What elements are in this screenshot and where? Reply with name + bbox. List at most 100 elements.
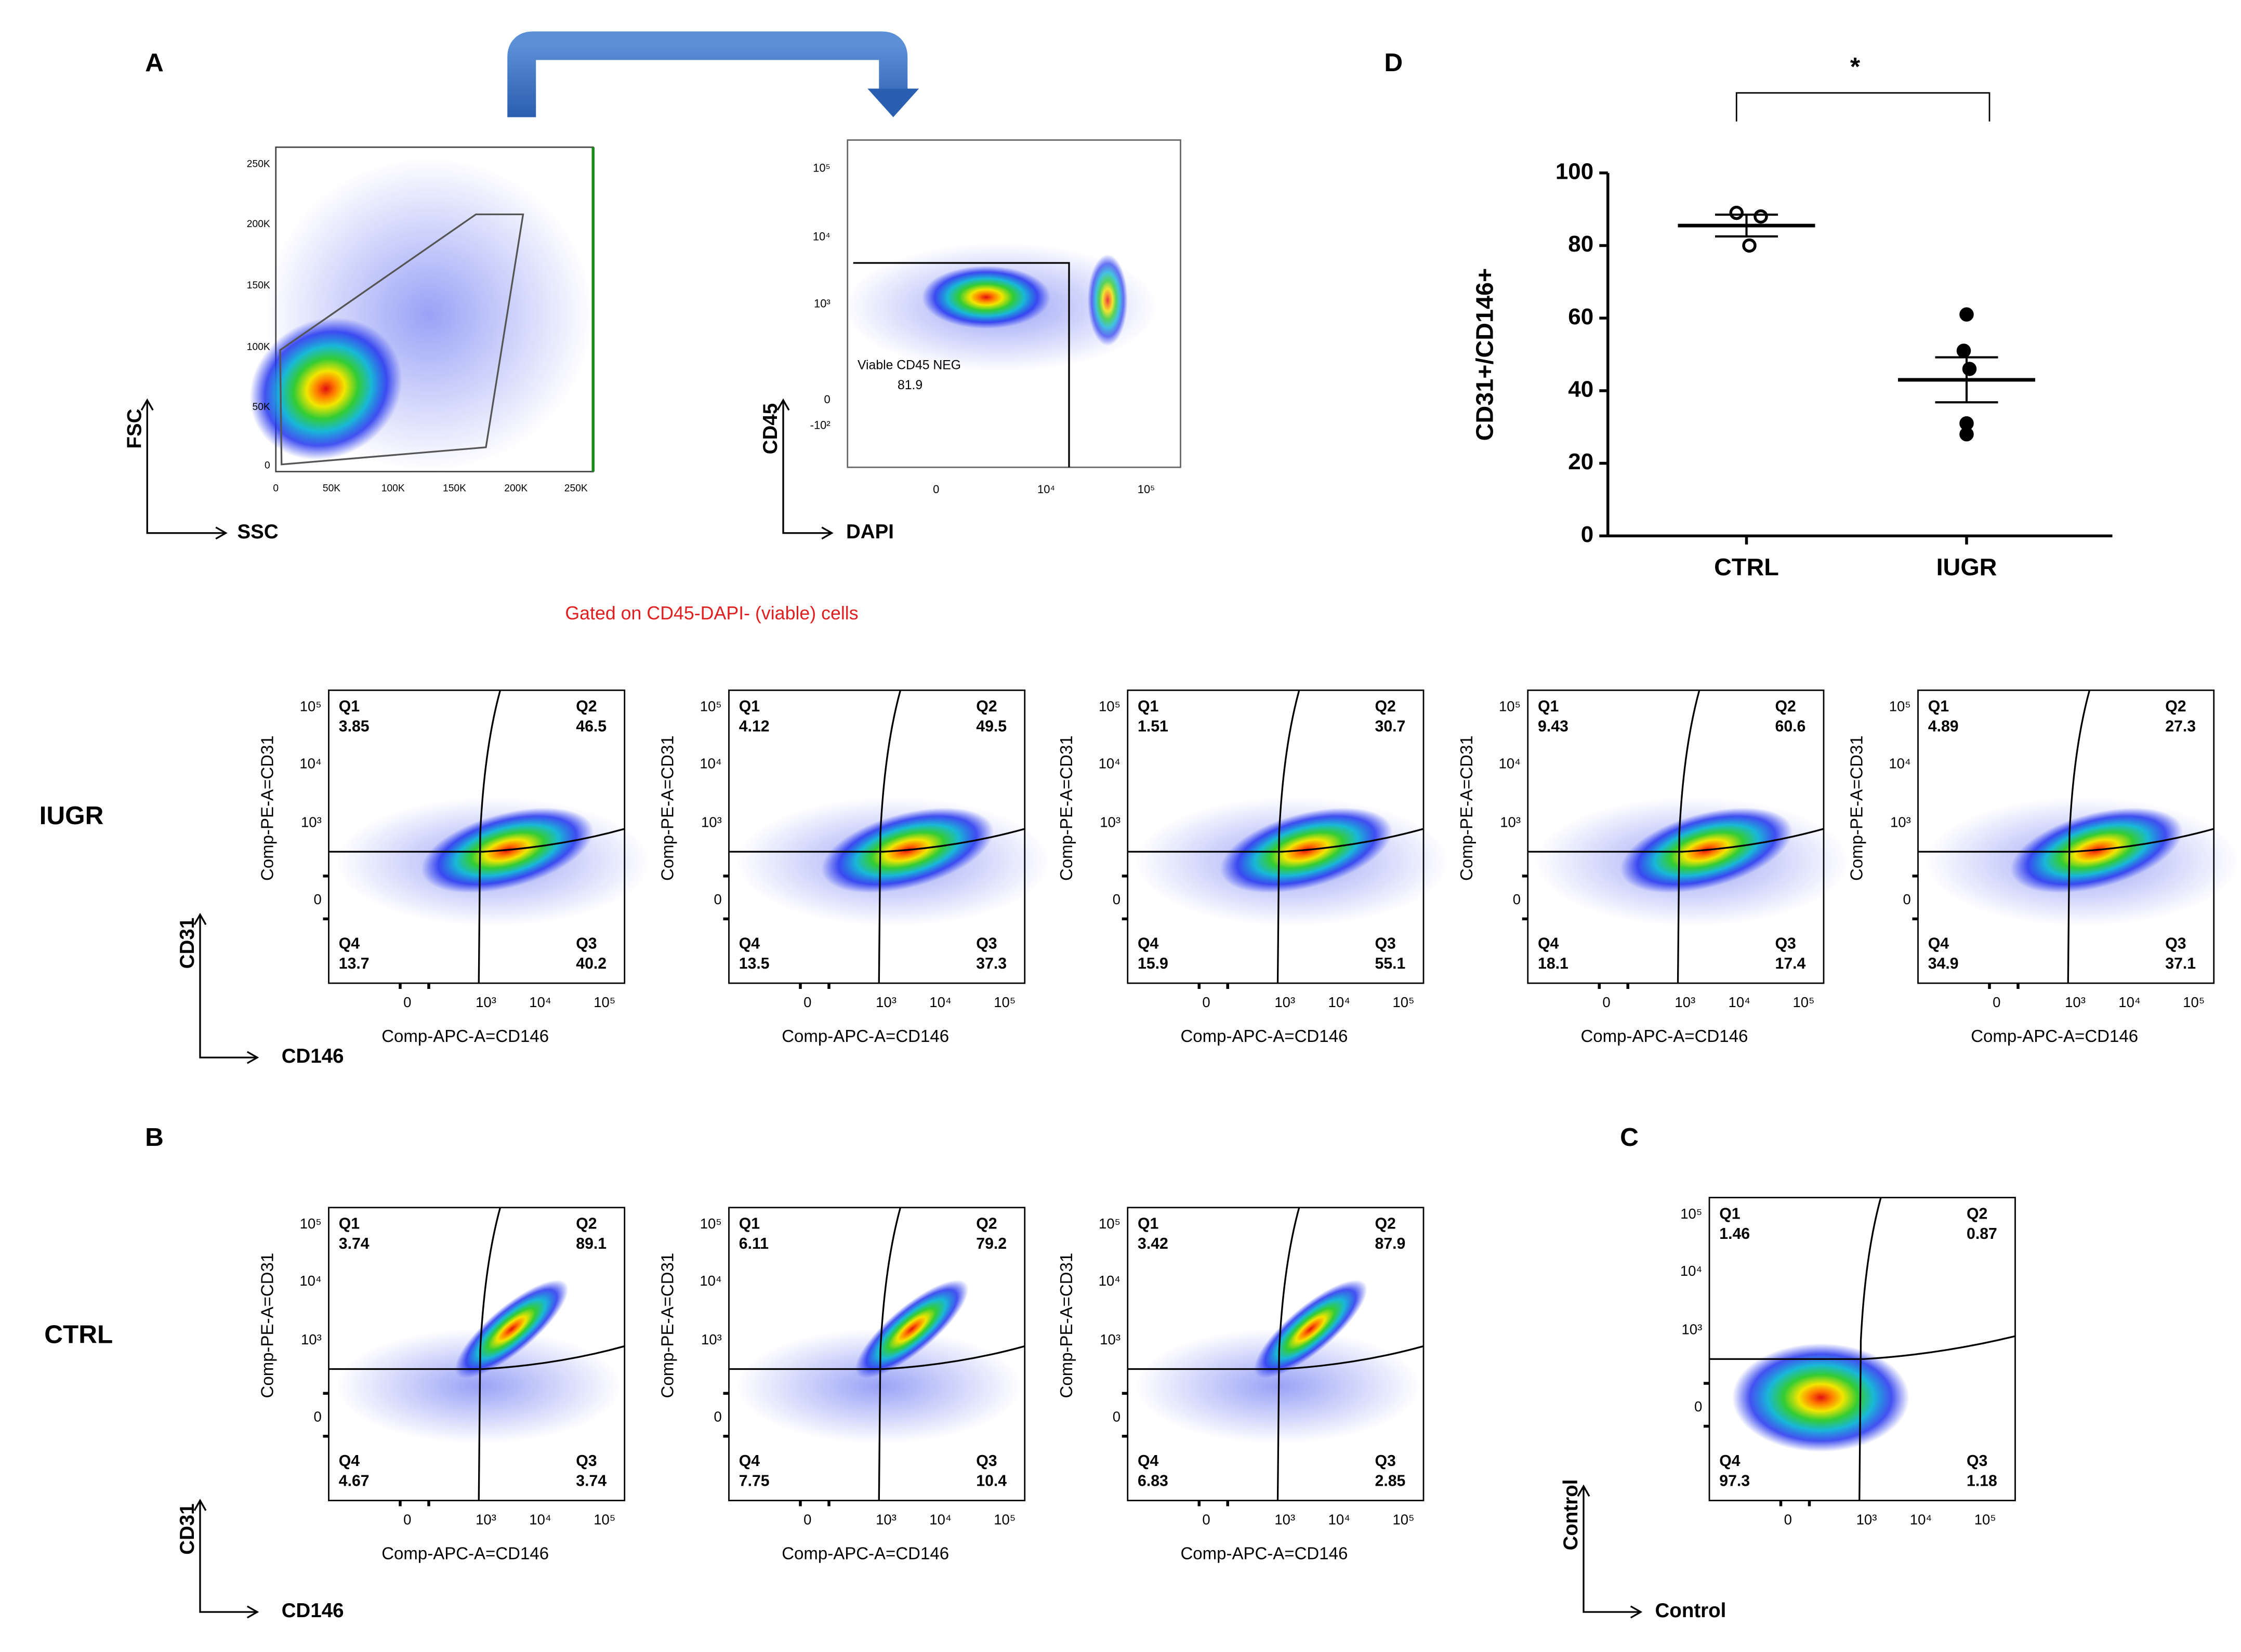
quadrant-name: Q4 (1138, 935, 1159, 953)
axis-ticks (1522, 875, 1629, 989)
y-tick-label: 10⁵ (1499, 698, 1521, 715)
quadrant-name: Q3 (1375, 935, 1396, 953)
x-tick-label: 0 (933, 483, 939, 496)
y-tick-label: 10⁵ (1099, 1215, 1120, 1232)
axis-ticks (1122, 1392, 1229, 1506)
y-tick-label: 10⁵ (300, 698, 322, 715)
quadrant-value: 13.5 (739, 955, 770, 972)
y-tick-label: 10⁵ (300, 1215, 322, 1232)
x-tick-label: 10⁴ (1729, 994, 1750, 1010)
row-label: CTRL (44, 1320, 113, 1349)
flow-arrow-head (867, 88, 919, 117)
quadrant-value: 18.1 (1538, 955, 1568, 972)
x-tick-label: 10³ (1856, 1511, 1877, 1527)
quadrant-value: 37.1 (2165, 955, 2196, 972)
gate (1127, 828, 1424, 853)
y-axis-label: Comp-PE-A=CD31 (658, 1253, 677, 1398)
y-tick-label: 10⁵ (1680, 1206, 1702, 1222)
panel-label: B (145, 1123, 164, 1152)
y-tick-label: 10³ (814, 297, 831, 310)
quadrant-value: 4.67 (339, 1473, 370, 1490)
x-tick-label: 0 (1993, 994, 2000, 1010)
x-tick-label: 50K (323, 483, 340, 494)
quadrant-name: Q2 (1375, 698, 1396, 715)
arrow-head (821, 526, 834, 540)
y-axis-label: Comp-PE-A=CD31 (1457, 735, 1476, 881)
y-tick-label: 0 (714, 1408, 721, 1424)
quadrant-value: 9.43 (1538, 718, 1568, 735)
quadrant-value: 10.4 (976, 1473, 1007, 1490)
quadrant-value: 2.85 (1375, 1473, 1406, 1490)
quadrant-name: Q2 (1375, 1215, 1396, 1233)
arrow-head (193, 913, 207, 926)
y-tick-label: 10⁴ (1099, 756, 1120, 772)
x-axis-label: Comp-APC-A=CD146 (1580, 1026, 1748, 1046)
density-haze (1135, 1329, 1421, 1444)
y-tick-label: 10⁴ (1499, 756, 1521, 772)
y-tick-label: 10³ (701, 814, 722, 830)
gate (1276, 1207, 1300, 1501)
quadrant-name: Q3 (1375, 1452, 1396, 1470)
axis-arrow (199, 915, 257, 1059)
x-tick-label: 10⁴ (1328, 994, 1350, 1010)
x-tick-label: 10⁴ (2118, 994, 2140, 1010)
arrow-head (246, 1605, 259, 1619)
y-axis-label: CD31+/CD146+ (1471, 268, 1498, 441)
data-point (1754, 209, 1768, 224)
y-tick-label: 60 (1568, 304, 1593, 329)
gate (1276, 690, 1300, 984)
y-tick-label: 10⁵ (1889, 698, 1911, 715)
gate (878, 690, 902, 984)
flow-arrow (507, 31, 908, 117)
x-tick-label: 0 (403, 994, 411, 1010)
data-point (1962, 362, 1977, 376)
quadrant-name: Q2 (576, 1215, 597, 1233)
gate (328, 828, 625, 853)
sem-bar (1715, 214, 1778, 238)
quadrant-name: Q1 (1138, 698, 1158, 715)
y-tick-label: 0 (1903, 891, 1910, 907)
y-tick-label: 0 (1113, 1408, 1120, 1424)
quadrant-name: Q2 (1967, 1205, 1987, 1222)
quadrant-value: 13.7 (339, 955, 370, 972)
y-axis-label: Comp-PE-A=CD31 (258, 1253, 277, 1398)
quadrant-value: 34.9 (1928, 955, 1959, 972)
row-label: IUGR (39, 801, 104, 830)
y-tick-label: 10³ (1100, 814, 1120, 830)
arrow-head (776, 398, 790, 411)
plot-frame (1708, 1197, 2016, 1501)
density-haze (336, 1329, 622, 1444)
data-point (1956, 343, 1971, 358)
x-tick-label: 10⁵ (594, 1511, 615, 1527)
corner-x-label: DAPI (846, 521, 894, 543)
y-tick-label: 10⁴ (1099, 1273, 1120, 1289)
x-tick-label: 10⁴ (929, 994, 951, 1010)
gate (729, 1345, 1025, 1370)
x-tick-label: 10³ (476, 994, 496, 1010)
significance-bracket (1735, 92, 1990, 122)
quadrant-name: Q4 (1719, 1452, 1741, 1470)
gate-value: 81.9 (898, 378, 922, 392)
quadrant-value: 55.1 (1375, 955, 1406, 972)
gate (2067, 690, 2091, 984)
gate-label: Viable CD45 NEG (858, 359, 961, 373)
x-axis-label: Comp-APC-A=CD146 (381, 1544, 549, 1563)
x-tick-label: 10³ (2065, 994, 2086, 1010)
x-tick-label: 0 (1202, 994, 1210, 1010)
x-tick-label: 10⁵ (1793, 994, 1815, 1010)
quadrant-value: 7.75 (739, 1473, 770, 1490)
y-tick-label: 10³ (301, 1331, 322, 1347)
gate (478, 1207, 502, 1501)
x-tick-label: 10⁴ (1910, 1511, 1932, 1527)
y-tick-label: 10⁴ (813, 230, 831, 243)
y-tick-label: 10³ (1500, 814, 1521, 830)
x-tick-label: 10⁵ (594, 994, 615, 1010)
gate-note: Gated on CD45-DAPI- (viable) cells (565, 603, 858, 624)
x-axis-label: Comp-APC-A=CD146 (782, 1026, 949, 1046)
quadrant-value: 46.5 (576, 718, 607, 735)
x-tick-label: 10⁴ (929, 1511, 951, 1527)
gate (1709, 1335, 2015, 1360)
x-tick-label: 10⁵ (2183, 994, 2205, 1010)
y-tick-label: 10³ (1890, 814, 1911, 830)
